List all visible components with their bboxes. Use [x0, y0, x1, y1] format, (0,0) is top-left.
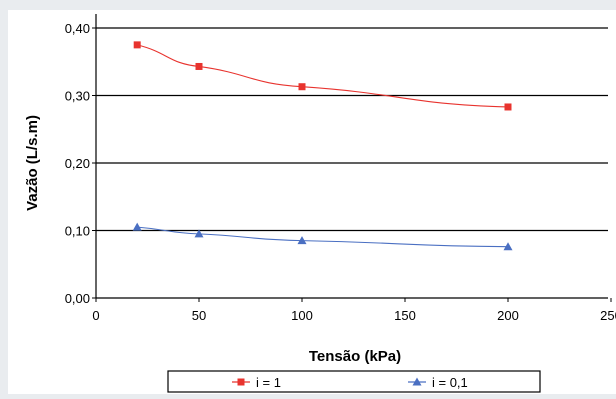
legend-marker — [237, 378, 245, 386]
data-point — [297, 236, 307, 245]
data-point — [133, 41, 141, 49]
series-line — [137, 44, 509, 108]
legend-label: i = 1 — [256, 375, 281, 390]
x-tick-label: 50 — [192, 308, 206, 323]
grid-layer — [96, 27, 608, 232]
data-point — [298, 83, 306, 91]
x-tick-label: 250 — [600, 308, 616, 323]
x-tick-label: 100 — [291, 308, 313, 323]
x-tick-label: 150 — [394, 308, 416, 323]
legend-marker — [412, 377, 422, 386]
x-tick-label: 0 — [92, 308, 99, 323]
series-layer — [132, 41, 513, 251]
y-tick-label: 0,10 — [65, 224, 90, 239]
legend-items: i = 1 i = 0,1 — [232, 375, 468, 390]
y-tick-label: 0,20 — [65, 156, 90, 171]
data-point — [195, 62, 203, 70]
y-axis-title: Vazão (L/s.m) — [24, 115, 41, 211]
x-axis-title: Tensão (kPa) — [309, 348, 401, 365]
data-point — [132, 222, 142, 231]
axis-layer: 0,00 0,10 0,20 0,30 0,40 0 50 100 150 200 250 — [65, 14, 616, 323]
series-line — [137, 226, 509, 248]
data-point — [194, 229, 204, 238]
chart-panel — [8, 10, 616, 394]
series-2 — [132, 222, 513, 251]
data-point — [503, 242, 513, 251]
legend-item-2: i = 0,1 — [408, 375, 468, 390]
legend-label: i = 0,1 — [432, 375, 468, 390]
y-tick-label: 0,00 — [65, 291, 90, 306]
y-tick-label: 0,40 — [65, 21, 90, 36]
y-tick-label: 0,30 — [65, 89, 90, 104]
legend: i = 1 i = 0,1 — [167, 370, 541, 393]
legend-item-1: i = 1 — [232, 375, 281, 390]
data-point — [504, 103, 512, 111]
legend-box — [167, 370, 541, 393]
series-1 — [133, 41, 512, 111]
x-tick-label: 200 — [497, 308, 519, 323]
